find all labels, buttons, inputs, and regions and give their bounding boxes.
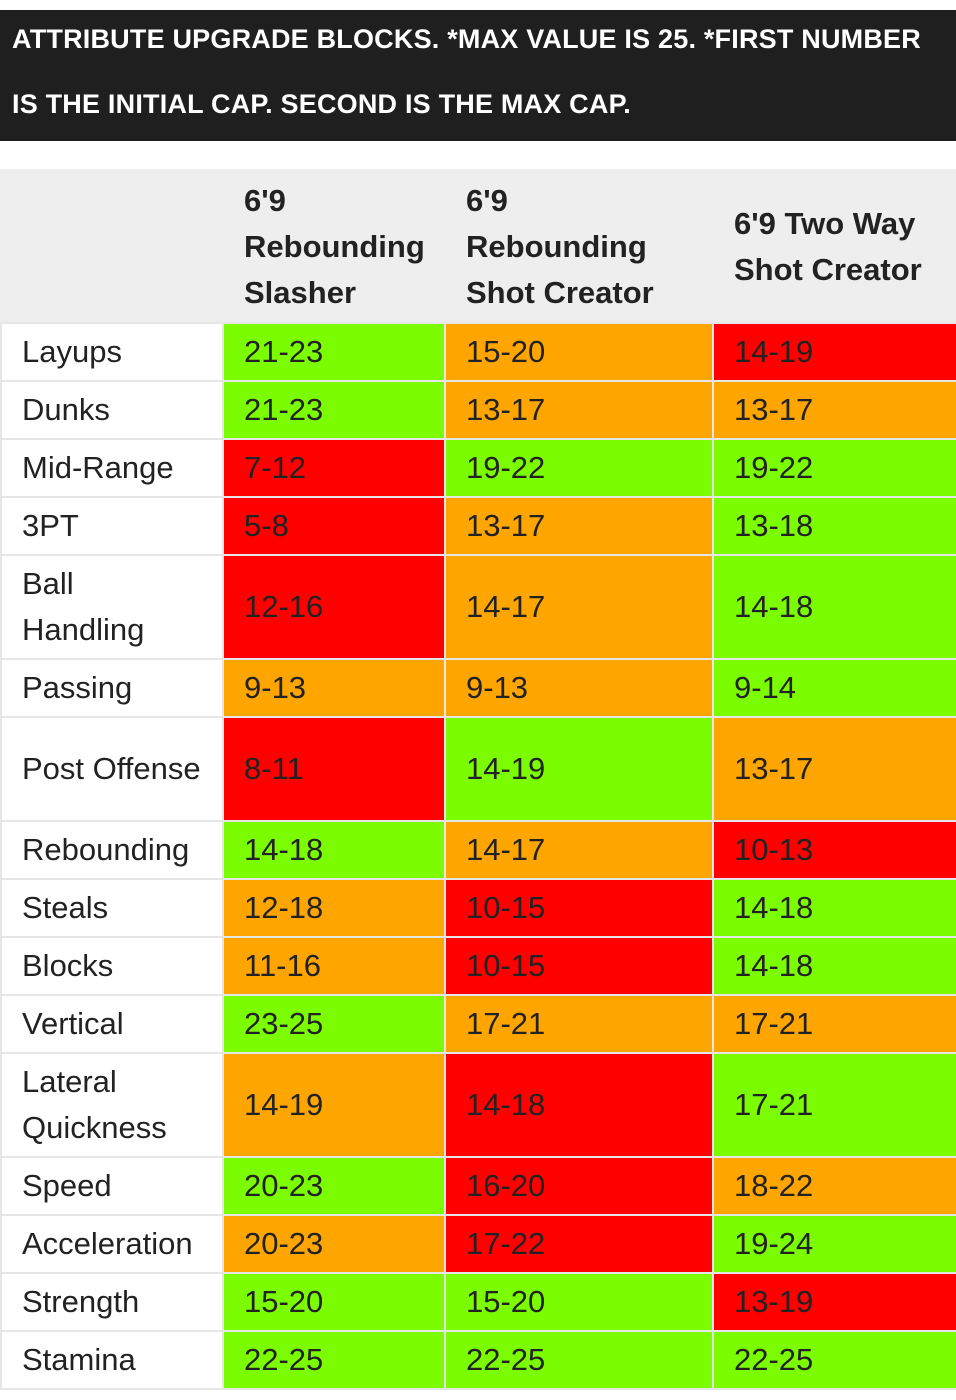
table-row: Rebounding 14-18 14-17 10-13 xyxy=(0,820,956,880)
value-cell: 19-22 xyxy=(444,438,714,498)
value-cell: 14-17 xyxy=(444,820,714,880)
banner-line-1: ATTRIBUTE UPGRADE BLOCKS. *MAX VALUE IS … xyxy=(12,24,921,54)
value-cell: 9-14 xyxy=(712,658,956,718)
value-cell: 10-13 xyxy=(712,820,956,880)
value-cell: 21-23 xyxy=(222,322,446,382)
value-cell: 19-24 xyxy=(712,1214,956,1274)
value-cell: 17-21 xyxy=(712,1052,956,1158)
table-row: Steals 12-18 10-15 14-18 xyxy=(0,878,956,938)
row-label: Post Offense xyxy=(0,716,224,822)
row-label: Vertical xyxy=(0,994,224,1054)
value-cell: 22-25 xyxy=(712,1330,956,1390)
row-label: Acceleration xyxy=(0,1214,224,1274)
table-row: Passing 9-13 9-13 9-14 xyxy=(0,658,956,718)
value-cell: 11-16 xyxy=(222,936,446,996)
value-cell: 14-18 xyxy=(712,936,956,996)
table-header: 6'9 Rebounding Slasher 6'9 Rebounding Sh… xyxy=(0,169,956,324)
row-label: Stamina xyxy=(0,1330,224,1390)
table-row: Acceleration 20-23 17-22 19-24 xyxy=(0,1214,956,1274)
value-cell: 8-11 xyxy=(222,716,446,822)
value-cell: 17-22 xyxy=(444,1214,714,1274)
value-cell: 10-15 xyxy=(444,936,714,996)
row-label: Passing xyxy=(0,658,224,718)
value-cell: 14-19 xyxy=(222,1052,446,1158)
header-corner xyxy=(0,169,224,324)
value-cell: 20-23 xyxy=(222,1156,446,1216)
value-cell: 15-20 xyxy=(444,322,714,382)
column-header-rebounding-slasher: 6'9 Rebounding Slasher xyxy=(222,169,446,324)
table-row: Lateral Quickness 14-19 14-18 17-21 xyxy=(0,1052,956,1158)
header-row: 6'9 Rebounding Slasher 6'9 Rebounding Sh… xyxy=(0,169,956,324)
value-cell: 14-17 xyxy=(444,554,714,660)
value-cell: 18-22 xyxy=(712,1156,956,1216)
table-row: Post Offense 8-11 14-19 13-17 xyxy=(0,716,956,822)
row-label: Rebounding xyxy=(0,820,224,880)
table-row: Dunks 21-23 13-17 13-17 xyxy=(0,380,956,440)
table-row: Ball Handling 12-16 14-17 14-18 xyxy=(0,554,956,660)
row-label: Dunks xyxy=(0,380,224,440)
value-cell: 7-12 xyxy=(222,438,446,498)
row-label: Ball Handling xyxy=(0,554,224,660)
attribute-table: 6'9 Rebounding Slasher 6'9 Rebounding Sh… xyxy=(0,169,956,1390)
table-row: Layups 21-23 15-20 14-19 xyxy=(0,322,956,382)
banner-line-2: IS THE INITIAL CAP. SECOND IS THE MAX CA… xyxy=(12,89,631,119)
value-cell: 22-25 xyxy=(222,1330,446,1390)
value-cell: 5-8 xyxy=(222,496,446,556)
value-cell: 13-19 xyxy=(712,1272,956,1332)
table-row: Blocks 11-16 10-15 14-18 xyxy=(0,936,956,996)
table-body: Layups 21-23 15-20 14-19 Dunks 21-23 13-17 13-1… xyxy=(0,322,956,1390)
row-label: Lateral Quickness xyxy=(0,1052,224,1158)
value-cell: 15-20 xyxy=(222,1272,446,1332)
row-label: Steals xyxy=(0,878,224,938)
value-cell: 17-21 xyxy=(712,994,956,1054)
value-cell: 9-13 xyxy=(444,658,714,718)
value-cell: 16-20 xyxy=(444,1156,714,1216)
table-row: Speed 20-23 16-20 18-22 xyxy=(0,1156,956,1216)
value-cell: 20-23 xyxy=(222,1214,446,1274)
column-header-rebounding-shot-creator: 6'9 Rebounding Shot Creator xyxy=(444,169,714,324)
value-cell: 17-21 xyxy=(444,994,714,1054)
value-cell: 13-17 xyxy=(444,380,714,440)
value-cell: 13-17 xyxy=(444,496,714,556)
table-row: 3PT 5-8 13-17 13-18 xyxy=(0,496,956,556)
title-banner: ATTRIBUTE UPGRADE BLOCKS. *MAX VALUE IS … xyxy=(0,10,956,141)
row-label: Blocks xyxy=(0,936,224,996)
value-cell: 14-18 xyxy=(222,820,446,880)
column-header-two-way-shot-creator: 6'9 Two Way Shot Creator xyxy=(712,169,956,324)
row-label: Speed xyxy=(0,1156,224,1216)
table-row: Mid-Range 7-12 19-22 19-22 xyxy=(0,438,956,498)
value-cell: 13-17 xyxy=(712,380,956,440)
value-cell: 13-18 xyxy=(712,496,956,556)
value-cell: 14-19 xyxy=(444,716,714,822)
table-row: Stamina 22-25 22-25 22-25 xyxy=(0,1330,956,1390)
table-row: Vertical 23-25 17-21 17-21 xyxy=(0,994,956,1054)
value-cell: 22-25 xyxy=(444,1330,714,1390)
row-label: Strength xyxy=(0,1272,224,1332)
value-cell: 19-22 xyxy=(712,438,956,498)
row-label: Layups xyxy=(0,322,224,382)
value-cell: 15-20 xyxy=(444,1272,714,1332)
value-cell: 12-16 xyxy=(222,554,446,660)
value-cell: 21-23 xyxy=(222,380,446,440)
value-cell: 9-13 xyxy=(222,658,446,718)
value-cell: 14-18 xyxy=(712,878,956,938)
value-cell: 14-19 xyxy=(712,322,956,382)
row-label: 3PT xyxy=(0,496,224,556)
table-row: Strength 15-20 15-20 13-19 xyxy=(0,1272,956,1332)
value-cell: 23-25 xyxy=(222,994,446,1054)
value-cell: 13-17 xyxy=(712,716,956,822)
value-cell: 14-18 xyxy=(712,554,956,660)
value-cell: 12-18 xyxy=(222,878,446,938)
value-cell: 10-15 xyxy=(444,878,714,938)
value-cell: 14-18 xyxy=(444,1052,714,1158)
row-label: Mid-Range xyxy=(0,438,224,498)
